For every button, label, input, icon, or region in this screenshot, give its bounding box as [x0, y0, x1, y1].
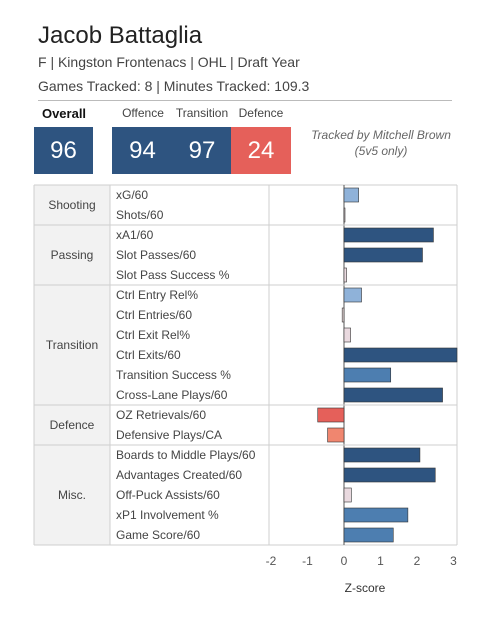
group-label: Misc.	[58, 488, 86, 502]
transition-score-tile: 97	[173, 127, 231, 174]
bar	[343, 207, 346, 223]
bar	[343, 247, 423, 263]
overall-score-value: 96	[50, 136, 77, 164]
bar	[343, 367, 392, 383]
x-axis-title: Z-score	[344, 581, 386, 595]
metric-label: Ctrl Entry Rel%	[116, 288, 198, 302]
x-tick-label: 0	[341, 554, 348, 568]
bar	[343, 287, 362, 303]
bar	[341, 307, 345, 323]
metric-label: Slot Pass Success %	[116, 268, 230, 282]
bar	[343, 527, 394, 543]
tracked-by-line: Tracked by Mitchell Brown	[311, 128, 451, 142]
metric-label: xA1/60	[116, 228, 154, 242]
games-tracked-line: Games Tracked: 8 | Minutes Tracked: 109.…	[38, 78, 310, 94]
overall-score-tile: 96	[34, 127, 93, 174]
defence-score-value: 24	[247, 136, 275, 164]
metric-label: Boards to Middle Plays/60	[116, 448, 256, 462]
transition-label: Transition	[175, 106, 229, 120]
group-label: Defence	[50, 418, 95, 432]
metric-label: Game Score/60	[116, 528, 200, 542]
group-label: Shooting	[48, 198, 95, 212]
metric-label: Advantages Created/60	[116, 468, 242, 482]
tracked-scope-line: (5v5 only)	[354, 144, 408, 158]
metric-label: Defensive Plays/CA	[116, 428, 222, 442]
transition-score-value: 97	[188, 136, 216, 164]
bar	[343, 267, 347, 283]
offence-score-tile: 94	[112, 127, 173, 174]
metric-label: Shots/60	[116, 208, 164, 222]
bar	[343, 447, 421, 463]
bar	[343, 347, 458, 363]
bar	[343, 187, 359, 203]
metric-label: Ctrl Entries/60	[116, 308, 192, 322]
metric-label: OZ Retrievals/60	[116, 408, 206, 422]
metric-label: Ctrl Exit Rel%	[116, 328, 190, 342]
bar	[343, 387, 443, 403]
bar	[343, 487, 352, 503]
defence-label: Defence	[238, 106, 284, 120]
metric-label-background	[110, 185, 269, 545]
metric-label: Off-Puck Assists/60	[116, 488, 220, 502]
bar	[327, 427, 345, 443]
x-tick-label: 1	[377, 554, 384, 568]
metric-label: Transition Success %	[116, 368, 231, 382]
bar	[343, 507, 409, 523]
overall-label: Overall	[41, 106, 87, 121]
x-tick-label: -1	[302, 554, 313, 568]
metric-label: Slot Passes/60	[116, 248, 196, 262]
header-divider	[38, 100, 452, 101]
bar	[343, 227, 434, 243]
tracked-by-note: Tracked by Mitchell Brown (5v5 only)	[300, 127, 462, 159]
offence-score-value: 94	[129, 136, 156, 164]
player-name: Jacob Battaglia	[38, 22, 203, 49]
group-label: Passing	[51, 248, 94, 262]
bar	[317, 407, 345, 423]
metric-label: xP1 Involvement %	[116, 508, 219, 522]
bar	[343, 327, 351, 343]
player-subtitle: F | Kingston Frontenacs | OHL | Draft Ye…	[38, 54, 300, 70]
bar	[343, 467, 436, 483]
x-tick-label: 3	[450, 554, 457, 568]
metric-label: xG/60	[116, 188, 148, 202]
x-tick-label: 2	[414, 554, 421, 568]
metric-label: Cross-Lane Plays/60	[116, 388, 228, 402]
defence-score-tile: 24	[231, 127, 291, 174]
x-tick-label: -2	[266, 554, 277, 568]
offence-label: Offence	[122, 106, 164, 120]
group-label: Transition	[46, 338, 98, 352]
metric-label: Ctrl Exits/60	[116, 348, 181, 362]
